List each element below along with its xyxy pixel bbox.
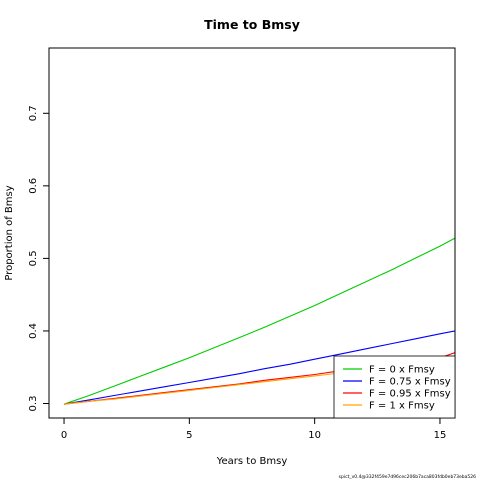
x-tick-label: 0 (61, 430, 67, 441)
x-tick-label: 5 (186, 430, 192, 441)
legend-label: F = 0.95 x Fmsy (369, 389, 451, 400)
y-axis-label: Proportion of Bmsy (4, 185, 15, 280)
y-tick-label: 0.4 (28, 323, 39, 339)
y-tick-label: 0.7 (28, 105, 39, 121)
legend-box (333, 355, 456, 419)
chart-title: Time to Bmsy (204, 17, 300, 32)
y-tick-label: 0.6 (28, 178, 39, 194)
series-line-0 (63, 237, 455, 405)
legend-label: F = 0.75 x Fmsy (369, 377, 451, 388)
y-tick-label: 0.5 (28, 250, 39, 266)
legend-label: F = 0 x Fmsy (369, 365, 435, 376)
y-tick-label: 0.3 (28, 396, 39, 412)
x-tick-label: 10 (308, 430, 321, 441)
version-footnote: spict_v0.4@332f459e7d96cec206b7aca803fdb… (339, 474, 476, 480)
axes: 0 5 10 15 0.3 0.4 0.5 0.6 0.7 (28, 105, 446, 441)
x-axis-label: Years to Bmsy (216, 456, 288, 467)
x-tick-label: 15 (434, 430, 447, 441)
plot-frame (48, 47, 456, 419)
series-line-1 (63, 330, 455, 405)
legend-label: F = 1 x Fmsy (369, 401, 435, 412)
